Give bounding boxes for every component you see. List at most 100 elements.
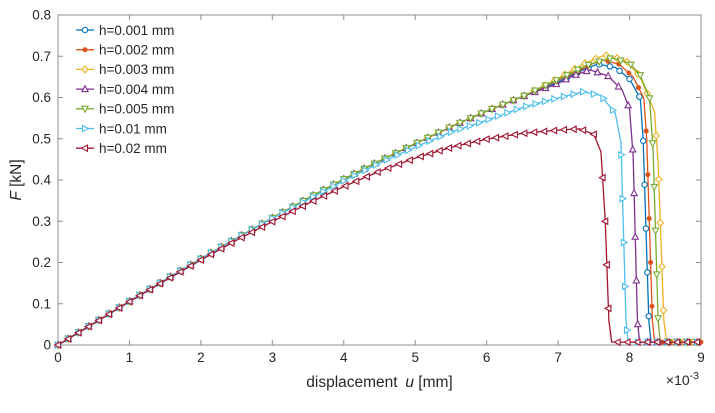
- triangle-up-marker: [633, 319, 642, 328]
- x-axis-label-variable: u: [405, 374, 414, 391]
- diamond-marker: [656, 218, 665, 228]
- triangle-left-marker: [53, 340, 62, 350]
- legend-label: h=0.005 mm: [99, 102, 174, 117]
- triangle-right-marker: [485, 115, 494, 124]
- circle-marker: [616, 67, 623, 75]
- triangle-left-marker: [559, 125, 568, 134]
- triangle-left-marker: [330, 186, 338, 195]
- triangle-left-marker: [603, 304, 612, 313]
- legend-triangle-right-icon: [81, 124, 90, 133]
- dot-marker: [635, 85, 641, 91]
- legend-label: h=0.004 mm: [99, 82, 174, 97]
- triangle-right-marker: [330, 182, 339, 191]
- y-tick-label: 0.4: [32, 173, 51, 188]
- triangle-down-marker: [648, 140, 657, 148]
- x-tick-label: 1: [126, 350, 134, 365]
- series-markers: [53, 125, 701, 350]
- legend-triangle-down-icon: [80, 105, 90, 114]
- dot-marker: [645, 172, 651, 178]
- triangle-left-marker: [652, 338, 661, 347]
- triangle-left-marker: [578, 126, 587, 135]
- y-tick-label: 0.2: [32, 255, 51, 270]
- triangle-right-marker: [532, 99, 541, 108]
- triangle-left-marker: [267, 217, 276, 226]
- triangle-up-marker: [632, 275, 641, 284]
- triangle-down-marker: [466, 115, 475, 123]
- triangle-left-marker: [444, 143, 453, 152]
- triangle-left-marker: [632, 338, 641, 347]
- triangle-right-marker: [541, 97, 550, 106]
- triangle-down-marker: [650, 183, 659, 192]
- triangle-right-marker: [580, 87, 588, 96]
- triangle-down-marker: [645, 95, 654, 103]
- legend-label: h=0.001 mm: [99, 23, 174, 38]
- y-axis-label-variable: F: [8, 190, 25, 201]
- triangle-left-marker: [383, 164, 392, 173]
- triangle-left-marker: [257, 222, 266, 231]
- dot-marker: [648, 259, 654, 265]
- triangle-right-marker: [426, 137, 435, 146]
- legend-dot-icon: [82, 47, 88, 53]
- y-axis-label-unit: [kN]: [8, 159, 25, 191]
- triangle-left-marker: [226, 239, 235, 248]
- triangle-down-marker: [509, 97, 518, 105]
- triangle-right-marker: [551, 94, 559, 103]
- legend-triangle-left-icon: [80, 144, 89, 153]
- dot-marker: [649, 303, 655, 309]
- triangle-up-marker: [571, 70, 580, 78]
- triangle-down-marker: [584, 61, 593, 70]
- triangle-left-marker: [247, 228, 255, 237]
- triangle-right-marker: [619, 194, 628, 203]
- triangle-left-marker: [277, 212, 286, 221]
- legend-item-h-0.003-mm: h=0.003 mm: [76, 62, 174, 77]
- legend-diamond-icon: [81, 65, 89, 74]
- diamond-marker: [652, 131, 661, 140]
- triangle-up-marker: [628, 144, 637, 153]
- triangle-left-marker: [613, 338, 621, 347]
- triangle-down-marker: [651, 227, 660, 236]
- triangle-down-marker: [652, 271, 661, 280]
- triangle-left-marker: [145, 285, 153, 294]
- triangle-left-marker: [216, 244, 225, 253]
- triangle-down-marker: [573, 66, 582, 75]
- triangle-down-marker: [552, 77, 561, 85]
- triangle-left-marker: [186, 261, 194, 270]
- triangle-right-marker: [447, 128, 456, 137]
- triangle-left-marker: [94, 316, 102, 325]
- y-tick-label: 0.7: [32, 49, 51, 64]
- legend-item-h-0.01-mm: h=0.01 mm: [76, 121, 167, 136]
- y-tick-label: 0: [43, 338, 51, 353]
- legend-label: h=0.003 mm: [99, 62, 174, 77]
- triangle-up-marker: [562, 74, 571, 83]
- triangle-down-marker: [541, 82, 550, 90]
- triangle-right-marker: [457, 124, 465, 134]
- triangle-left-marker: [662, 338, 671, 347]
- triangle-left-marker: [642, 338, 651, 347]
- legend-item-h-0.005-mm: h=0.005 mm: [76, 102, 174, 117]
- triangle-right-marker: [437, 132, 445, 141]
- triangle-left-marker: [682, 338, 691, 347]
- triangle-left-marker: [569, 125, 577, 134]
- triangle-down-marker: [605, 55, 614, 64]
- x-axis-exponent: ×10-3: [666, 370, 699, 388]
- triangle-right-marker: [570, 90, 579, 99]
- y-tick-label: 0.5: [32, 131, 51, 146]
- triangle-right-marker: [621, 282, 630, 291]
- triangle-left-marker: [373, 168, 381, 177]
- triangle-left-marker: [114, 303, 123, 312]
- legend-circle-icon: [81, 26, 89, 34]
- legend-item-h-0.004-mm: h=0.004 mm: [76, 82, 174, 97]
- legend-label: h=0.02 mm: [99, 141, 167, 156]
- x-tick-label: 9: [697, 350, 705, 365]
- circle-marker: [642, 225, 650, 232]
- triangle-left-marker: [319, 191, 328, 200]
- triangle-right-marker: [310, 192, 318, 201]
- legend-label: h=0.002 mm: [99, 43, 174, 58]
- triangle-left-marker: [298, 202, 307, 211]
- y-tick-label: 0.1: [32, 296, 51, 311]
- triangle-right-marker: [504, 108, 512, 117]
- legend-label: h=0.01 mm: [99, 121, 167, 136]
- triangle-up-marker: [614, 81, 623, 90]
- triangle-left-marker: [672, 338, 681, 347]
